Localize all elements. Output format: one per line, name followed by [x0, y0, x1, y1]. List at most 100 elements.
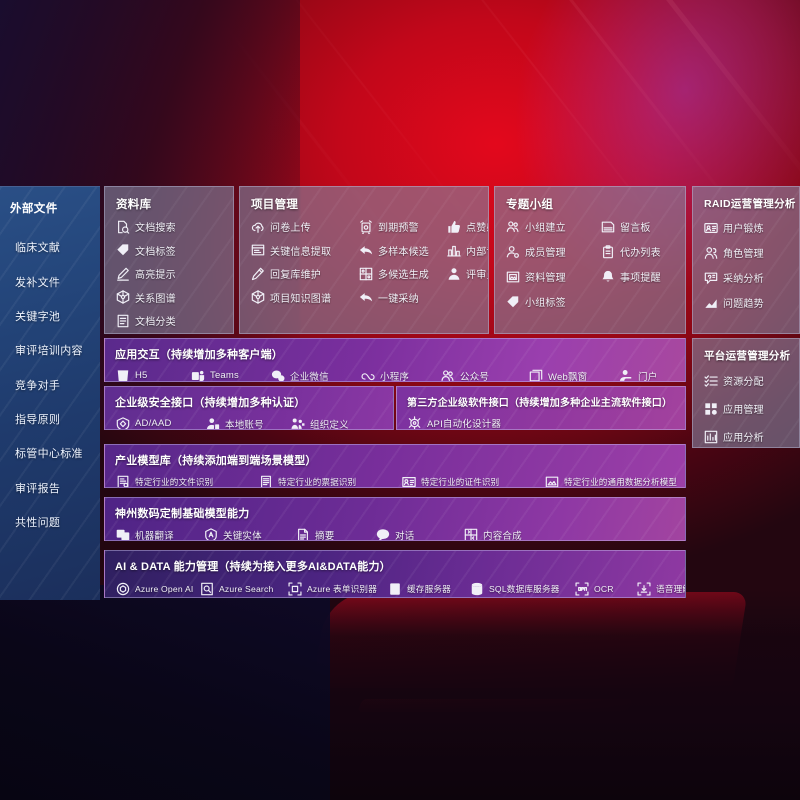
ai-item-sql-database-server[interactable]: SQL数据库服务器	[469, 581, 574, 596]
pm-item-like-thanks[interactable]: 点赞感谢	[446, 219, 488, 234]
plat-item-app-management[interactable]: 应用管理	[703, 401, 791, 416]
reply-arrow-icon	[358, 243, 373, 258]
bm-item-key-entity[interactable]: 关键实体	[203, 527, 295, 540]
third-item-label: API自动化设计器	[427, 418, 502, 430]
tg-item-todo-list[interactable]: 代办列表	[600, 244, 677, 259]
raid-item-label: 采纳分析	[723, 274, 764, 285]
pm-item-reviewer-profile[interactable]: 评审员画像	[446, 266, 488, 281]
pm-item-internal-expert-ranking[interactable]: 内部专家排名	[446, 243, 488, 258]
sidebar-item-competitors[interactable]: 竞争对手	[15, 379, 61, 392]
sidebar-item-clinical-literature[interactable]: 临床文献	[15, 242, 61, 255]
kb-item-document-category[interactable]: 文档分类	[115, 313, 225, 328]
ind-item-id-recognition[interactable]: 特定行业的证件识别	[401, 474, 544, 487]
ind-item-receipt-recognition[interactable]: 特定行业的票据识别	[258, 474, 401, 487]
background-bottom-left-fade	[0, 585, 330, 800]
tg-item-group-create[interactable]: 小组建立	[505, 219, 600, 234]
third-item-api-designer[interactable]: API自动化设计器	[407, 415, 502, 430]
platform-analysis-items: 资源分配 应用管理 应用分析	[693, 363, 799, 444]
bm-item-summary[interactable]: 摘要	[295, 527, 375, 540]
topic-group-panel: 专题小组 小组建立 留言板 成员管理 代办列表	[494, 186, 686, 334]
sec-item-org-define[interactable]: 组织定义	[290, 416, 349, 430]
tg-item-group-tag[interactable]: 小组标签	[505, 294, 600, 309]
bm-item-content-synthesis[interactable]: 内容合成	[463, 527, 522, 540]
ui-item-web-popup[interactable]: Web飘窗	[528, 368, 618, 381]
sidebar-item-common-issues[interactable]: 共性问题	[15, 517, 61, 530]
kb-item-relation-graph[interactable]: 关系图谱	[115, 290, 225, 305]
tg-item-event-reminder[interactable]: 事项提醒	[600, 269, 677, 284]
pen-edit-icon	[250, 266, 265, 281]
search-doc-icon	[199, 581, 214, 596]
kb-item-label: 文档标签	[135, 246, 176, 258]
content-merge-icon	[463, 527, 478, 540]
bm-item-dialog[interactable]: 对话	[375, 527, 463, 540]
pm-item-label: 多候选生成	[378, 270, 429, 281]
app-interaction-strip: 应用交互（持续增加多种客户端） H5 Teams 企业微信 小程序	[104, 338, 686, 382]
ui-item-portal[interactable]: 门户	[618, 368, 685, 381]
chat-bubble-icon	[375, 527, 390, 540]
sec-item-local-account[interactable]: 本地账号	[205, 416, 290, 430]
ui-item-miniprogram[interactable]: 小程序	[360, 368, 440, 381]
speech-understanding-icon	[636, 581, 651, 596]
ui-item-wecom[interactable]: 企业微信	[270, 368, 360, 381]
sec-item-ad-aad[interactable]: AD/AAD	[115, 416, 205, 429]
ui-item-h5[interactable]: H5	[115, 368, 190, 381]
raid-item-issue-trend[interactable]: 问题趋势	[703, 295, 791, 310]
third-party-interface-title: 第三方企业级软件接口（持续增加多种企业主流软件接口）	[407, 398, 673, 409]
tg-item-member-management[interactable]: 成员管理	[505, 244, 600, 259]
plat-item-resource-allocation[interactable]: 资源分配	[703, 373, 791, 388]
kb-item-document-tag[interactable]: 文档标签	[115, 243, 225, 258]
portal-icon	[618, 368, 633, 381]
wecom-icon	[270, 368, 285, 381]
base-model-capability-items: 机器翻译 关键实体 摘要 对话 内容合成	[105, 521, 685, 540]
ind-item-data-analysis-model[interactable]: 特定行业的通用数据分析模型	[544, 474, 685, 487]
ai-item-ocr[interactable]: OCR	[574, 581, 636, 596]
ai-item-azure-openai[interactable]: Azure Open AI	[115, 581, 199, 596]
platform-analysis-panel: 平台运营管理分析 资源分配 应用管理 应用分析	[692, 338, 800, 448]
raid-analysis-items: 用户锻炼 角色管理 采纳分析 问题趋势	[693, 211, 799, 310]
knowledge-graph-icon	[250, 290, 265, 305]
pm-item-one-click-adopt[interactable]: 一键采纳	[358, 290, 446, 305]
pm-item-reply-library-maintenance[interactable]: 回复库维护	[250, 266, 358, 281]
sidebar-item-review-training[interactable]: 审评培训内容	[15, 345, 83, 358]
ui-item-official-account[interactable]: 公众号	[440, 368, 528, 381]
grid-apps-icon	[703, 401, 718, 416]
sidebar-item-supplement-files[interactable]: 发补文件	[15, 276, 61, 289]
alarm-icon	[358, 219, 373, 234]
ui-item-teams[interactable]: Teams	[190, 368, 270, 381]
raid-analysis-title: RAID运营管理分析	[704, 198, 796, 210]
ai-item-azure-form-recognizer[interactable]: Azure 表单识别器	[287, 581, 387, 596]
kb-item-label: 文档分类	[135, 317, 176, 329]
ai-item-label: Azure 表单识别器	[307, 583, 378, 594]
sec-item-label: 本地账号	[225, 419, 264, 430]
tg-item-message-board[interactable]: 留言板	[600, 219, 677, 234]
sidebar-item-standards-center[interactable]: 标管中心标准	[15, 448, 83, 461]
pm-item-multi-candidate-generation[interactable]: 多候选生成	[358, 266, 446, 281]
tg-item-material-management[interactable]: 资料管理	[505, 269, 600, 284]
ind-item-label: 特定行业的票据识别	[278, 476, 357, 487]
sidebar-item-guidelines[interactable]: 指导原则	[15, 414, 61, 427]
raid-item-user-training[interactable]: 用户锻炼	[703, 220, 791, 235]
plat-item-app-analysis[interactable]: 应用分析	[703, 429, 791, 444]
ind-item-file-recognition[interactable]: 特定行业的文件识别	[115, 474, 258, 487]
entity-a-icon	[203, 527, 218, 540]
pm-item-questionnaire-upload[interactable]: 问卷上传	[250, 219, 358, 234]
pm-item-project-knowledge-graph[interactable]: 项目知识图谱	[250, 290, 358, 305]
sidebar-item-review-report[interactable]: 审评报告	[15, 482, 61, 495]
raid-item-adoption-analysis[interactable]: 采纳分析	[703, 270, 791, 285]
pm-item-key-info-extraction[interactable]: 关键信息提取	[250, 243, 358, 258]
ind-item-label: 特定行业的通用数据分析模型	[564, 476, 678, 487]
tag-icon	[505, 294, 520, 309]
pm-item-multi-sample-candidate[interactable]: 多样本候选	[358, 243, 446, 258]
kb-item-document-search[interactable]: 文档搜索	[115, 219, 225, 234]
raid-item-role-management[interactable]: 角色管理	[703, 245, 791, 260]
ai-item-cache-server[interactable]: 缓存服务器	[387, 581, 469, 596]
sec-item-label: 组织定义	[310, 419, 349, 430]
ai-item-speech-understanding[interactable]: 语音理解	[636, 581, 685, 596]
pm-item-expiry-alert[interactable]: 到期预警	[358, 219, 446, 234]
ocr-icon	[574, 581, 589, 596]
sidebar-item-keyword-pool[interactable]: 关键字池	[15, 310, 61, 323]
raid-item-label: 用户锻炼	[723, 224, 764, 235]
kb-item-highlight-hint[interactable]: 高亮提示	[115, 266, 225, 281]
ai-item-azure-search[interactable]: Azure Search	[199, 581, 287, 596]
bm-item-machine-translation[interactable]: 机器翻译	[115, 527, 203, 540]
